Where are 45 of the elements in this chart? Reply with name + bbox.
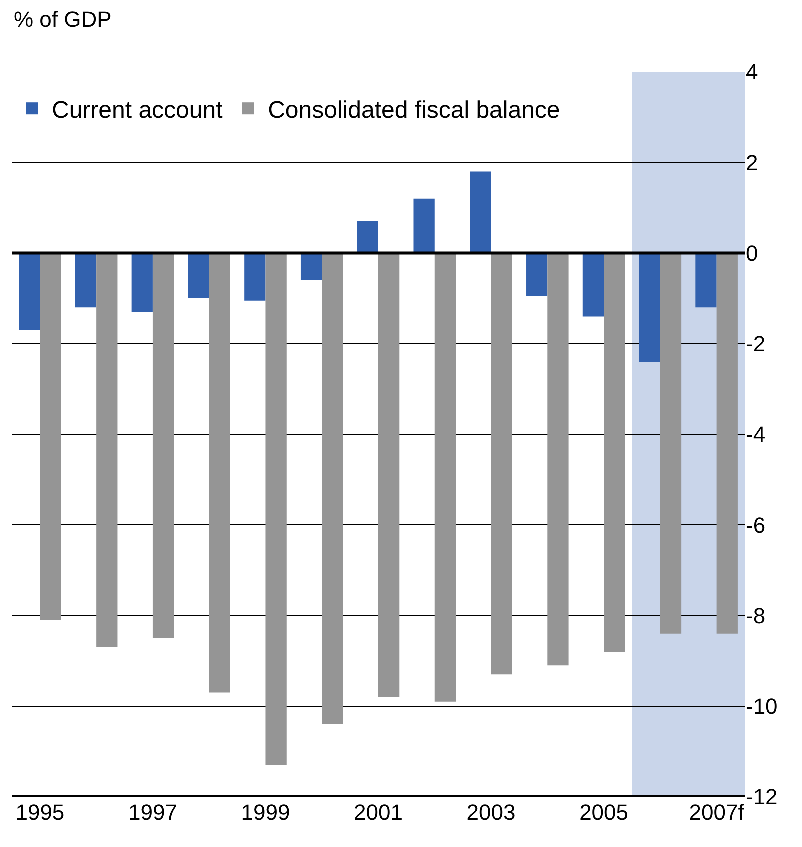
bar xyxy=(132,253,153,312)
bar xyxy=(548,253,569,666)
bar xyxy=(19,253,40,330)
legend-label: Consolidated fiscal balance xyxy=(268,96,560,124)
bar xyxy=(604,253,626,652)
y-tick-label: -6 xyxy=(746,512,766,538)
bar xyxy=(209,253,230,693)
y-tick-label: -2 xyxy=(746,332,766,357)
y-tick-label: 2 xyxy=(746,150,758,176)
x-tick-label: 1995 xyxy=(16,800,65,825)
bar xyxy=(660,253,682,634)
y-tick-label: 0 xyxy=(746,240,758,266)
bar xyxy=(322,253,344,724)
bar xyxy=(526,253,548,296)
y-tick-label: -4 xyxy=(746,422,766,448)
bar xyxy=(639,253,660,362)
y-tick-label: -10 xyxy=(746,694,778,720)
bar xyxy=(244,253,266,301)
x-tick-label: 2007f xyxy=(689,800,746,825)
bar xyxy=(266,253,287,766)
y-axis-title: % of GDP xyxy=(14,7,112,32)
bar xyxy=(582,253,604,317)
x-tick-label: 2005 xyxy=(580,800,629,825)
bar xyxy=(716,253,738,634)
bar xyxy=(491,253,512,675)
x-tick-label: 1999 xyxy=(241,800,290,825)
bar xyxy=(357,222,378,254)
bar xyxy=(152,253,174,638)
bar xyxy=(378,253,400,698)
bar xyxy=(300,253,322,280)
bar xyxy=(696,253,717,308)
y-tick-label: 4 xyxy=(746,60,758,85)
y-tick-label: -8 xyxy=(746,603,766,628)
y-tick-label: -12 xyxy=(746,784,778,810)
bar xyxy=(188,253,210,299)
bar xyxy=(40,253,62,620)
x-tick-label: 1997 xyxy=(128,800,178,825)
x-tick-label: 2003 xyxy=(466,800,516,825)
bar xyxy=(96,253,118,648)
bar xyxy=(75,253,97,308)
x-tick-label: 2001 xyxy=(354,800,403,825)
bar xyxy=(434,253,456,702)
legend-label: Current account xyxy=(52,96,224,124)
bar xyxy=(414,198,435,254)
bar xyxy=(470,172,492,254)
